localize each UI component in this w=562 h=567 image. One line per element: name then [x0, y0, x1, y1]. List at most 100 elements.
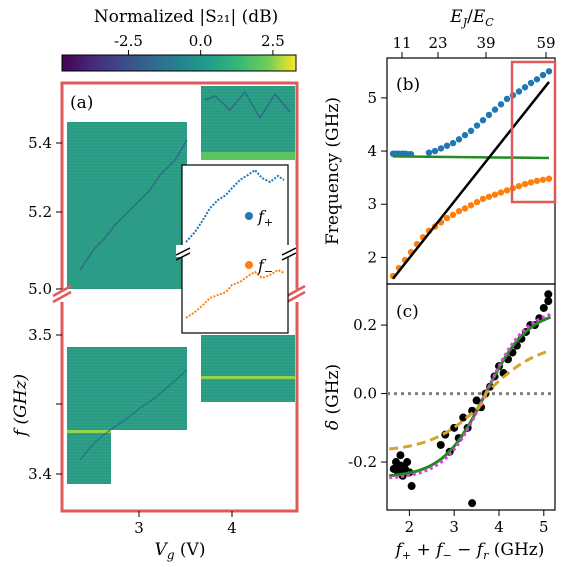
panel-c-point: [459, 413, 468, 422]
panel-b-series-fr-line: [392, 155, 550, 160]
panel-b-series-black-line: [392, 81, 550, 280]
panel-b-point-f-minus: [461, 205, 469, 212]
inset-break: [176, 245, 296, 257]
panel-c-point: [544, 297, 553, 306]
panel-b-point-f-plus: [485, 111, 493, 119]
panel-b-point-f-plus: [449, 139, 457, 147]
panel-c-fit-gold: [389, 349, 551, 451]
panel-b-point-f-minus: [449, 211, 457, 219]
panel-a-yticks-lower: 3.4 3.5: [28, 326, 62, 483]
panel-b-top-xtick-label: 11: [392, 34, 411, 52]
panel-c-xtick-label: 2: [405, 518, 415, 536]
panel-c-point: [403, 458, 412, 467]
axis-break-mark: [52, 284, 72, 304]
colorbar-tick-label: 2.5: [261, 32, 285, 50]
panel-b-top-xtick-label: 59: [536, 34, 555, 52]
panel-b-point-f-plus: [437, 145, 445, 152]
panel-c-plot: [387, 290, 555, 508]
panel-b-highlight-box: [510, 60, 557, 204]
legend-marker-f-plus: [245, 212, 253, 220]
panel-a-label: (a): [70, 93, 93, 113]
panel-b-top-xtick-label: 23: [428, 34, 447, 52]
panel-a-ytick-label: 3.5: [28, 326, 52, 344]
panel-c-point: [472, 396, 481, 405]
heatmap-tile: [201, 335, 295, 402]
colorbar-gradient: [61, 54, 297, 72]
heatmap-stripe: [67, 430, 111, 433]
panel-b-point-f-plus: [515, 88, 523, 95]
panel-b-ylabel: Frequency (GHz): [323, 97, 343, 245]
panel-b-top-xlabel: EJ/EC: [449, 7, 494, 29]
panel-b-point-f-plus: [521, 84, 529, 91]
panel-b-top-xtick-label: 39: [476, 34, 495, 52]
inset-series-f-plus: [185, 168, 285, 243]
panel-a-ytick-label: 5.0: [28, 280, 52, 298]
panel-c-yticks: -0.2 0.0 0.2: [348, 316, 387, 471]
panel-c-point: [436, 440, 445, 449]
colorbar: Normalized |S₂₁| (dB) -2.5 0.0 2.5: [61, 7, 297, 72]
panel-a-ytick-label: 5.4: [28, 134, 52, 152]
panel-a-xtick-label: 4: [227, 519, 237, 537]
panel-b-point-f-minus: [485, 193, 493, 200]
panel-b-top-xticks: 11 23 39 59: [392, 34, 556, 58]
panel-b-ytick-label: 2: [367, 248, 377, 266]
panel-c-ytick-label: -0.2: [348, 453, 377, 471]
panel-b-point-f-plus: [491, 106, 499, 113]
panel-c-xticks: 2 3 4 5: [405, 510, 549, 536]
heatmap-resonance: [79, 139, 188, 271]
panel-c-point: [544, 290, 553, 299]
panel-b-point-f-plus: [545, 68, 553, 75]
heatmap-resonance: [204, 90, 291, 120]
panel-c-frame: [386, 283, 556, 511]
panel-b-ytick-label: 5: [367, 89, 377, 107]
panel-b-point-f-minus: [527, 179, 535, 186]
panel-b-point-f-minus: [521, 180, 529, 188]
panel-c-point: [468, 499, 477, 508]
legend-marker-f-minus: [245, 261, 253, 269]
heatmap-stripe: [201, 376, 295, 379]
panel-a-ylabel: f (GHz): [11, 374, 31, 438]
panel-a-xlabel: Vg (V): [155, 540, 206, 562]
panel-b-point-f-minus: [473, 198, 481, 206]
panel-b-point-f-minus: [515, 182, 523, 190]
panel-b-point-f-minus: [443, 214, 451, 222]
panel-b-point-f-minus: [497, 189, 505, 196]
panel-b-point-f-plus: [503, 95, 511, 103]
panel-b-point-f-minus: [503, 187, 511, 194]
panel-c-point: [396, 451, 405, 460]
heatmap-tile: [67, 347, 187, 430]
panel-c-point: [539, 303, 548, 312]
panel-b-point-f-plus: [467, 127, 475, 135]
axis-break-mark: [286, 284, 306, 304]
panel-b-plot: [389, 68, 553, 280]
colorbar-ticks: -2.5 0.0 2.5: [114, 32, 285, 55]
panel-c-xlabel: f+ + f− − fr (GHz): [394, 540, 545, 562]
panel-b-point-f-plus: [455, 136, 463, 143]
colorbar-tick-label: -2.5: [114, 32, 143, 50]
panel-a-ytick-label: 3.4: [28, 465, 52, 483]
panel-c-fit-green: [389, 315, 552, 478]
panel-b-point-f-plus: [533, 76, 541, 83]
panel-b-point-f-plus: [539, 71, 547, 79]
heatmap-tile: [201, 152, 295, 160]
panel-b-point-f-minus: [545, 175, 553, 182]
panel-a-yticks-upper: 5.0 5.2 5.4: [28, 134, 62, 298]
panel-c-xtick-label: 4: [494, 518, 504, 536]
panel-b-label: (b): [396, 75, 420, 95]
panel-c-label: (c): [396, 302, 419, 322]
panel-b-point-f-minus: [455, 207, 463, 215]
panel-b-point-f-plus: [425, 149, 433, 156]
panel-c-xtick-label: 3: [449, 518, 459, 536]
panel-c-xtick-label: 5: [539, 518, 549, 536]
inset-break-mark: [281, 247, 297, 261]
inset-break-mark: [175, 247, 191, 261]
panel-a-ytick-label: 5.2: [28, 203, 52, 221]
panel-b-point-f-plus: [479, 117, 487, 124]
panel-c-ytick-label: 0.0: [353, 385, 377, 403]
panel-b-point-f-plus: [527, 79, 535, 87]
panel-b-point-f-plus: [497, 101, 505, 108]
colorbar-tick-label: 0.0: [189, 32, 213, 50]
